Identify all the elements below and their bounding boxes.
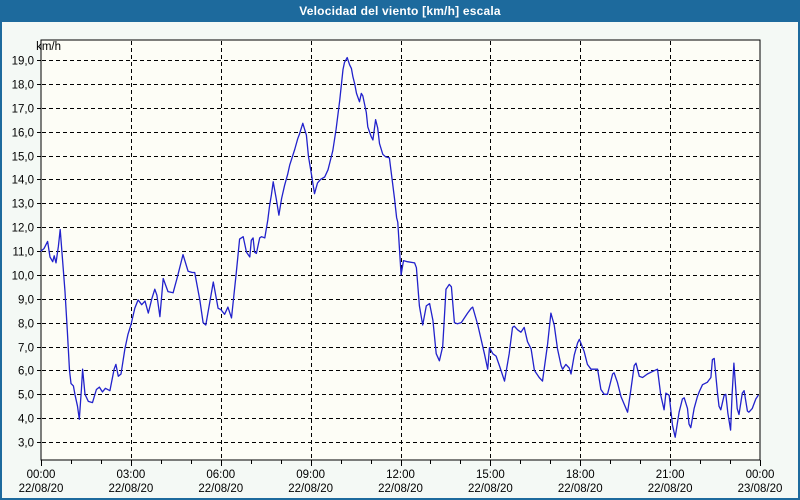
x-tick-time-label: 03:00 [116, 469, 145, 481]
y-tick-label: 6,0 [18, 366, 34, 378]
x-tick-date-label: 22/08/20 [648, 483, 693, 495]
x-tick-date-label: 22/08/20 [558, 483, 603, 495]
wind-speed-chart[interactable]: 19,0 18,0 17,0 16,0 15,0 14,0 13,0 12,0 11,0 10,0… [0, 22, 800, 500]
x-tick-time-label: 12:00 [386, 469, 415, 481]
wind-speed-line [40, 56, 759, 438]
y-axis-unit-label: km/h [36, 41, 61, 53]
x-tick-date-label: 23/08/20 [738, 483, 783, 495]
y-tick-label: 18,0 [12, 80, 34, 92]
chart-title-bar: Velocidad del viento [km/h] escala [0, 0, 800, 22]
y-tick-label: 9,0 [18, 295, 34, 307]
x-tick-date-label: 22/08/20 [198, 483, 243, 495]
x-tick-date-label: 22/08/20 [468, 483, 513, 495]
y-tick-label: 12,0 [12, 223, 34, 235]
x-tick-time-label: 21:00 [656, 469, 685, 481]
y-tick-label: 4,0 [18, 414, 34, 426]
y-tick-label: 3,0 [18, 438, 34, 450]
chart-title: Velocidad del viento [km/h] escala [299, 4, 501, 18]
y-tick-label: 7,0 [18, 343, 34, 355]
y-tick-label: 16,0 [12, 128, 34, 140]
x-tick-date-label: 22/08/20 [108, 483, 153, 495]
x-tick-date-label: 22/08/20 [378, 483, 423, 495]
x-tick-time-label: 09:00 [296, 469, 325, 481]
y-tick-label: 11,0 [12, 247, 34, 259]
y-tick-label: 5,0 [18, 390, 34, 402]
y-tick-label: 17,0 [12, 104, 34, 116]
x-tick-date-label: 22/08/20 [19, 483, 64, 495]
x-tick-time-label: 00:00 [27, 469, 56, 481]
plot-area[interactable] [40, 39, 761, 461]
x-tick-time-label: 06:00 [206, 469, 235, 481]
x-tick-time-label: 15:00 [476, 469, 505, 481]
x-tick-time-label: 18:00 [566, 469, 595, 481]
y-tick-label: 15,0 [12, 152, 34, 164]
x-tick-time-label: 00:00 [746, 469, 775, 481]
y-tick-label: 14,0 [12, 175, 34, 187]
x-tick-date-label: 22/08/20 [288, 483, 333, 495]
y-tick-label: 10,0 [12, 271, 34, 283]
y-tick-label: 19,0 [12, 56, 34, 68]
y-tick-label: 13,0 [12, 199, 34, 211]
y-tick-label: 8,0 [18, 319, 34, 331]
